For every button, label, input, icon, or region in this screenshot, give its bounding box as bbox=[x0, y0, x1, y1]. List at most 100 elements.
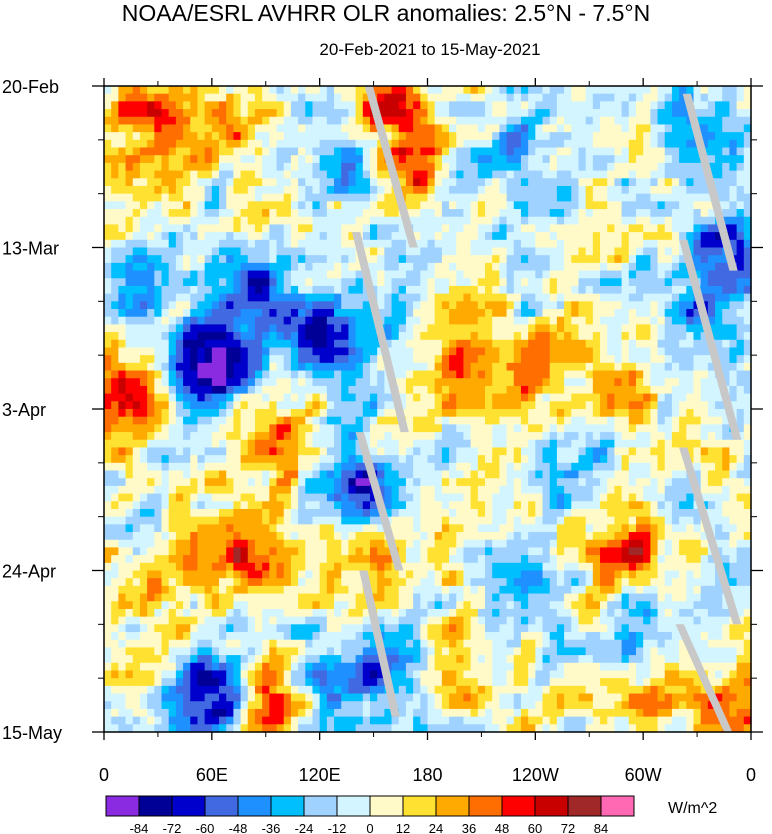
heatmap-cell bbox=[542, 285, 551, 295]
heatmap-cell bbox=[420, 362, 429, 372]
heatmap-cell bbox=[434, 493, 443, 502]
heatmap-cell bbox=[269, 424, 278, 433]
heatmap-cell bbox=[592, 416, 601, 425]
heatmap-cell bbox=[578, 432, 587, 441]
heatmap-cell bbox=[175, 209, 184, 218]
heatmap-cell bbox=[635, 462, 644, 472]
heatmap-cell bbox=[334, 385, 342, 395]
heatmap-cell bbox=[585, 485, 594, 495]
heatmap-cell bbox=[276, 355, 285, 364]
heatmap-cell bbox=[643, 309, 651, 318]
heatmap-cell bbox=[671, 309, 680, 318]
heatmap-cell bbox=[600, 493, 608, 502]
heatmap-cell bbox=[125, 470, 134, 479]
heatmap-cell bbox=[197, 401, 206, 410]
heatmap-cell bbox=[204, 339, 213, 349]
heatmap-cell bbox=[298, 401, 306, 410]
heatmap-cell bbox=[592, 370, 601, 379]
heatmap-cell bbox=[132, 478, 141, 487]
heatmap-cell bbox=[348, 332, 357, 341]
heatmap-cell bbox=[283, 193, 292, 202]
heatmap-cell bbox=[341, 255, 350, 264]
heatmap-cell bbox=[449, 247, 457, 256]
heatmap-cell bbox=[254, 262, 263, 272]
heatmap-cell bbox=[190, 485, 199, 495]
heatmap-cell bbox=[334, 309, 342, 318]
heatmap-cell bbox=[377, 309, 385, 318]
heatmap-cell bbox=[341, 93, 350, 102]
heatmap-cell bbox=[276, 224, 285, 233]
heatmap-cell bbox=[362, 309, 371, 318]
heatmap-cell bbox=[269, 324, 278, 333]
heatmap-cell bbox=[111, 447, 119, 456]
heatmap-cell bbox=[743, 316, 752, 325]
heatmap-cell bbox=[650, 162, 659, 172]
heatmap-cell bbox=[686, 278, 695, 287]
heatmap-cell bbox=[211, 255, 220, 264]
heatmap-cell bbox=[369, 501, 378, 510]
heatmap-cell bbox=[147, 86, 155, 95]
heatmap-cell bbox=[175, 101, 184, 110]
heatmap-cell bbox=[362, 409, 371, 418]
heatmap-cell bbox=[700, 185, 709, 195]
heatmap-cell bbox=[585, 401, 594, 410]
heatmap-cell bbox=[607, 278, 616, 287]
heatmap-cell bbox=[240, 478, 249, 487]
heatmap-cell bbox=[139, 309, 148, 318]
heatmap-cell bbox=[614, 370, 623, 379]
heatmap-cell bbox=[463, 301, 472, 310]
heatmap-cell bbox=[168, 493, 177, 502]
heatmap-cell bbox=[226, 478, 234, 487]
heatmap-cell bbox=[233, 309, 242, 318]
heatmap-cell bbox=[628, 485, 637, 495]
heatmap-cell bbox=[671, 493, 680, 502]
heatmap-cell bbox=[183, 86, 191, 95]
heatmap-cell bbox=[592, 262, 601, 272]
heatmap-cell bbox=[722, 201, 731, 210]
heatmap-cell bbox=[607, 478, 616, 487]
heatmap-cell bbox=[449, 278, 457, 287]
heatmap-cell bbox=[614, 255, 623, 264]
heatmap-cell bbox=[693, 109, 702, 118]
heatmap-cell bbox=[621, 370, 630, 379]
heatmap-cell bbox=[168, 109, 177, 118]
heatmap-cell bbox=[204, 470, 213, 479]
heatmap-cell bbox=[477, 455, 486, 464]
heatmap-cell bbox=[434, 124, 443, 133]
heatmap-cell bbox=[441, 139, 450, 149]
heatmap-cell bbox=[743, 339, 752, 349]
heatmap-cell bbox=[592, 232, 601, 241]
heatmap-cell bbox=[520, 147, 529, 156]
heatmap-cell bbox=[535, 501, 544, 510]
heatmap-cell bbox=[369, 178, 378, 187]
heatmap-cell bbox=[578, 93, 587, 102]
heatmap-cell bbox=[607, 147, 616, 156]
heatmap-cell bbox=[348, 339, 357, 349]
heatmap-cell bbox=[226, 416, 234, 425]
heatmap-cell bbox=[571, 355, 580, 364]
heatmap-cell bbox=[671, 193, 680, 202]
heatmap-cell bbox=[549, 455, 558, 464]
heatmap-cell bbox=[398, 132, 407, 141]
heatmap-cell bbox=[664, 316, 673, 325]
heatmap-cell bbox=[542, 101, 551, 110]
heatmap-cell bbox=[326, 508, 335, 518]
heatmap-cell bbox=[240, 355, 249, 364]
heatmap-cell bbox=[168, 462, 177, 472]
heatmap-cell bbox=[132, 470, 141, 479]
heatmap-cell bbox=[535, 185, 544, 195]
heatmap-cell bbox=[427, 255, 436, 264]
heatmap-cell bbox=[211, 209, 220, 218]
heatmap-cell bbox=[420, 193, 429, 202]
heatmap-cell bbox=[470, 255, 479, 264]
heatmap-cell bbox=[693, 409, 702, 418]
heatmap-cell bbox=[722, 447, 731, 456]
heatmap-cell bbox=[549, 332, 558, 341]
heatmap-cell bbox=[600, 209, 608, 218]
heatmap-cell bbox=[139, 247, 148, 256]
heatmap-cell bbox=[161, 455, 170, 464]
heatmap-cell bbox=[722, 147, 731, 156]
heatmap-cell bbox=[542, 185, 551, 195]
heatmap-cell bbox=[154, 109, 163, 118]
heatmap-cell bbox=[334, 478, 342, 487]
